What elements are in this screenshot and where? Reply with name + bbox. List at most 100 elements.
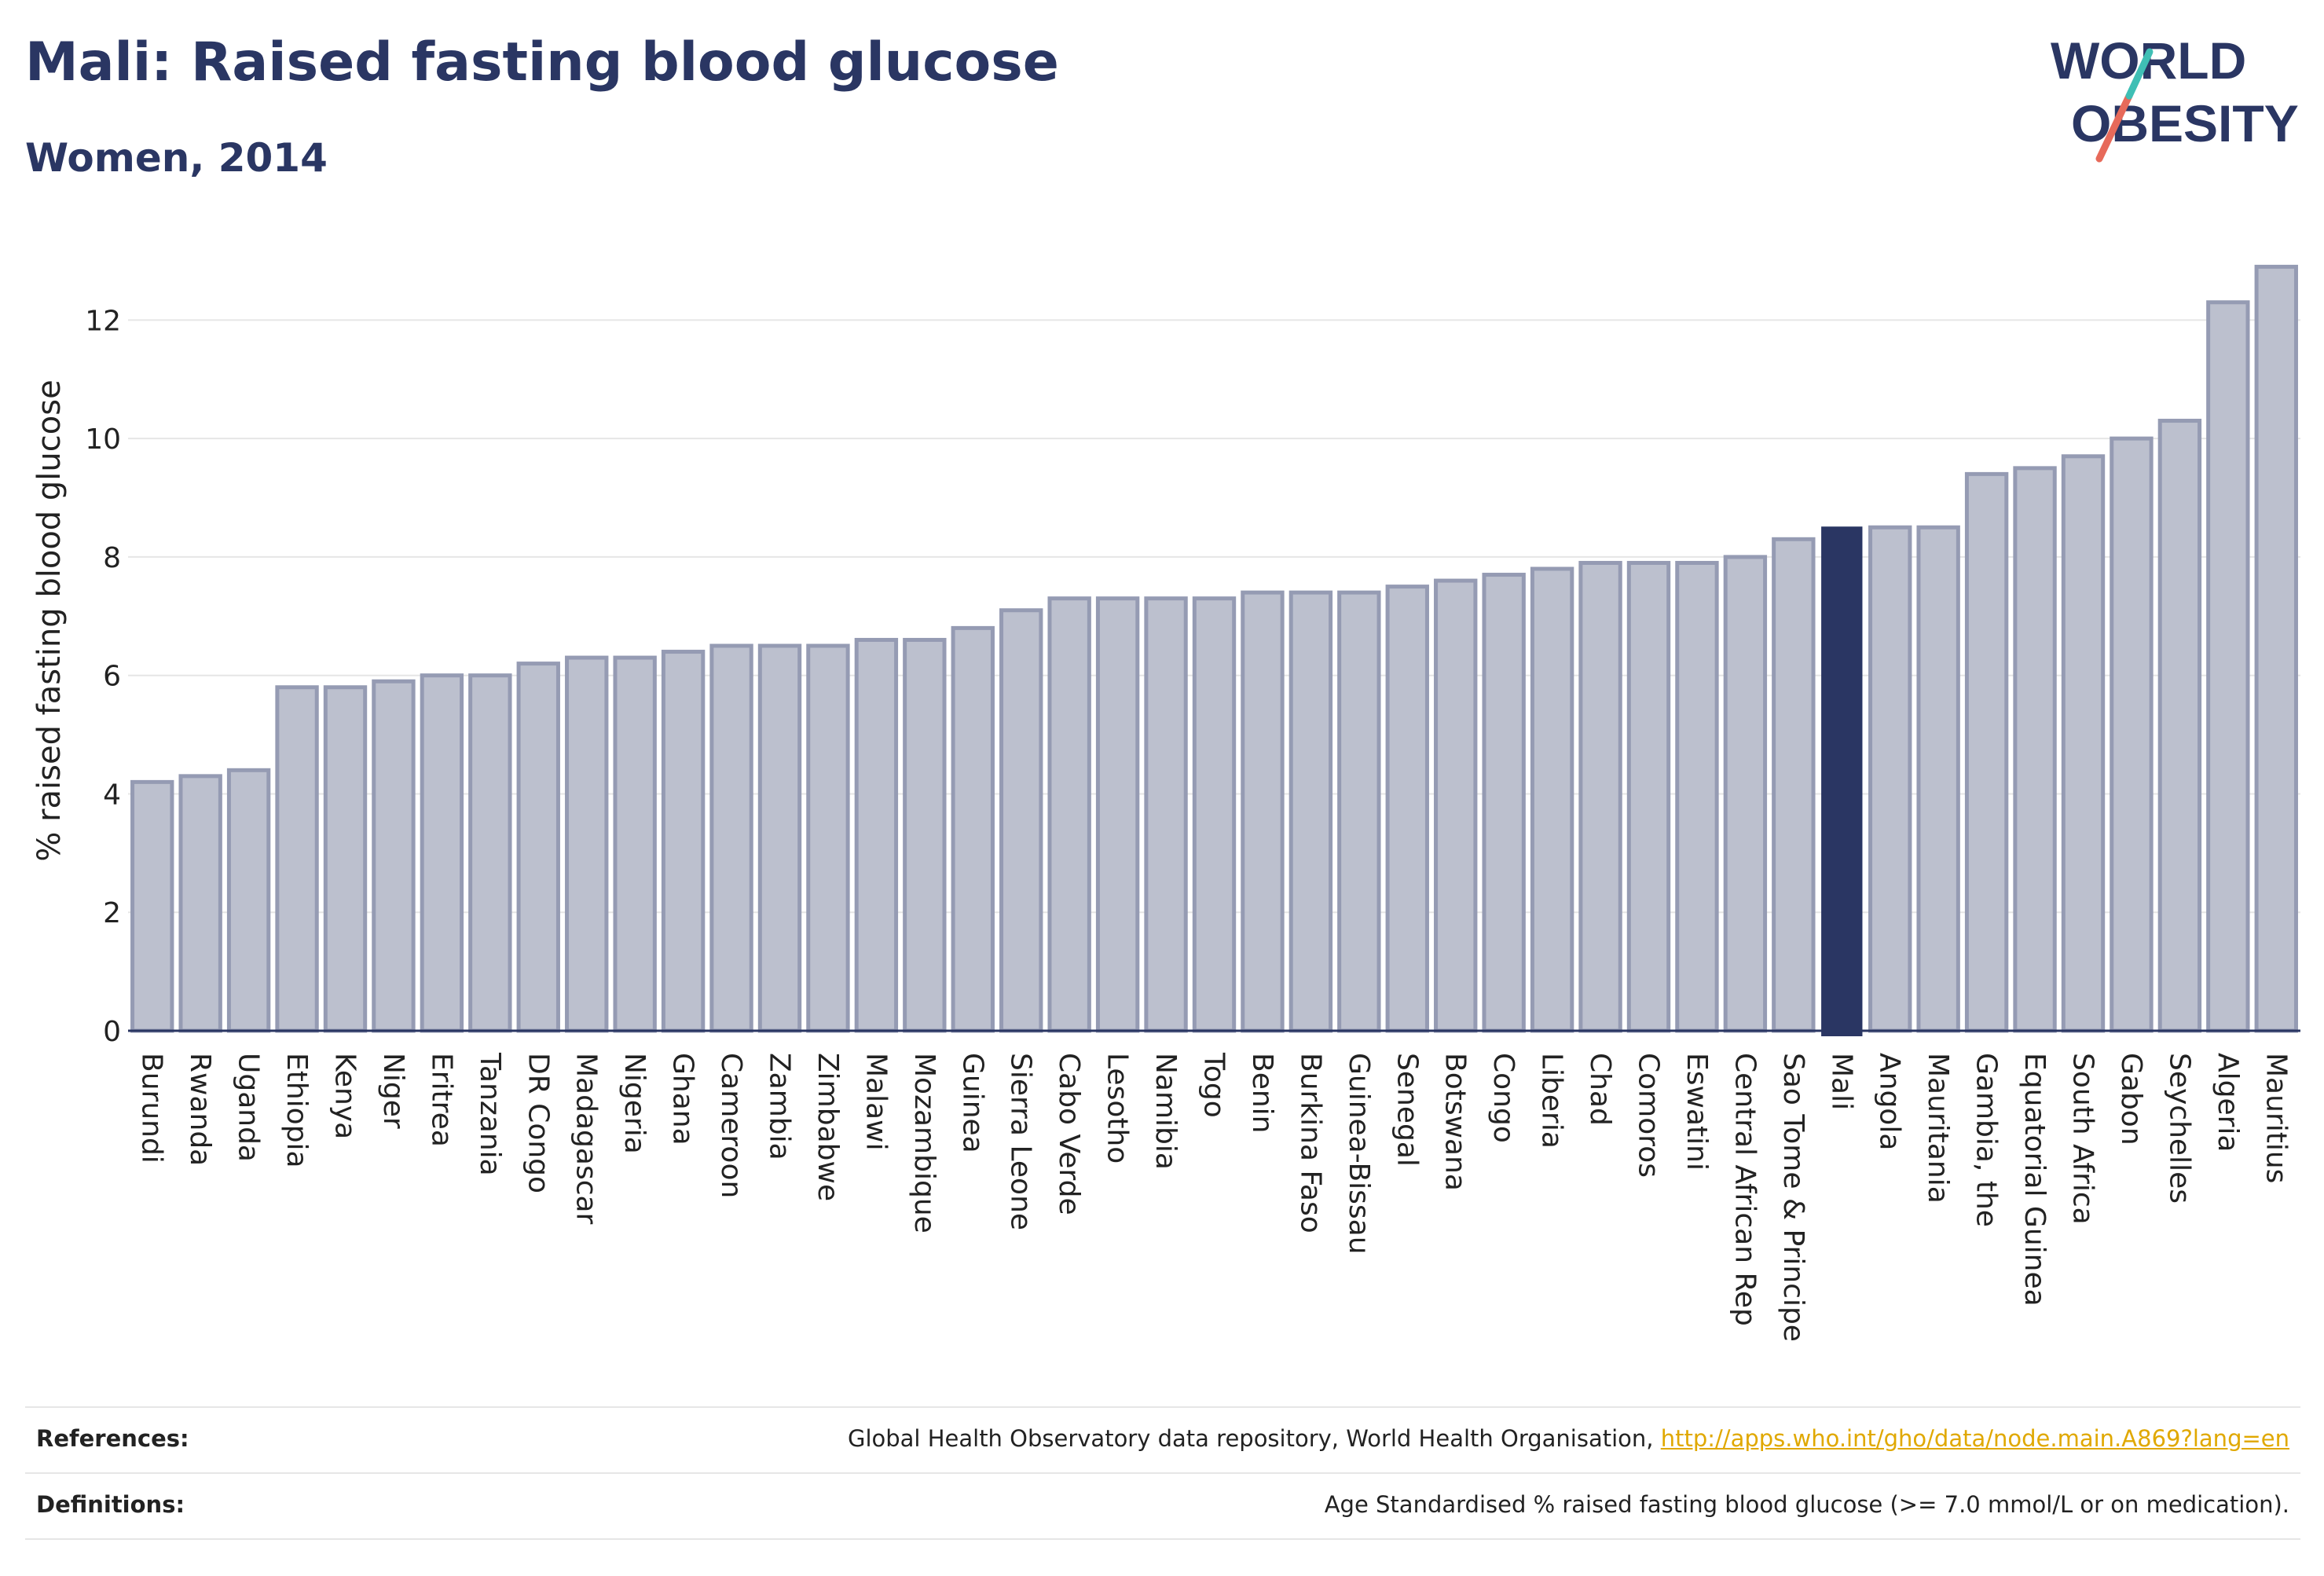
logo-slash-red: [2095, 92, 2133, 163]
references-row: References: Global Health Observatory da…: [25, 1406, 2300, 1472]
x-tick-label: Guinea-Bissau: [1343, 1053, 1375, 1255]
bar-sao-tome-principe: [1772, 537, 1816, 1033]
chart-subtitle: Women, 2014: [25, 135, 328, 181]
x-tick-label: DR Congo: [522, 1053, 554, 1193]
x-tick-label: Mali: [1825, 1053, 1857, 1110]
bar-eritrea: [420, 673, 464, 1033]
bar-mali: [1821, 526, 1863, 1036]
bar-congo: [1482, 573, 1526, 1033]
y-tick-label: 10: [85, 423, 121, 456]
x-tick-label: Nigeria: [618, 1053, 651, 1154]
x-tick-label: Sierra Leone: [1005, 1053, 1037, 1230]
bar-tanzania: [468, 673, 512, 1033]
x-tick-label: Togo: [1198, 1052, 1230, 1118]
bar-angola: [1868, 525, 1912, 1033]
x-tick-label: Zambia: [764, 1053, 796, 1160]
bar-chart: 0 2 4 6 8 10 12 % raised fasting blood glucose B…: [31, 265, 2300, 1342]
bar-ghana: [661, 650, 706, 1033]
x-tick-label: Senegal: [1391, 1053, 1423, 1167]
bar-malawi: [854, 637, 899, 1033]
bar-cabo-verde: [1047, 596, 1091, 1033]
bar-south-africa: [2061, 454, 2106, 1033]
x-tick-label: Liberia: [1536, 1053, 1568, 1149]
x-tick-label: Comoros: [1633, 1053, 1665, 1178]
bar-chad: [1578, 560, 1622, 1033]
x-tick-label: Mozambique: [908, 1053, 940, 1233]
bar-burundi: [130, 779, 174, 1033]
bar-central-african-rep: [1723, 555, 1768, 1033]
bar-guinea-bissau: [1337, 590, 1381, 1033]
x-tick-label: Ghana: [667, 1053, 699, 1145]
x-tick-label: Congo: [1487, 1053, 1519, 1143]
x-tick-label: Seychelles: [2163, 1053, 2195, 1204]
y-tick-label: 12: [85, 305, 121, 337]
x-tick-label: Niger: [377, 1053, 409, 1129]
logo-slash-teal: [2125, 48, 2154, 100]
bar-cameroon: [709, 643, 753, 1033]
x-tick-label: Rwanda: [184, 1053, 216, 1166]
x-tick-label: Kenya: [329, 1053, 361, 1139]
y-axis-label: % raised fasting blood glucose: [31, 379, 68, 861]
bar-liberia: [1530, 566, 1574, 1033]
references-text: Global Health Observatory data repositor…: [847, 1425, 1661, 1452]
x-tick-label: Eritrea: [425, 1053, 457, 1147]
x-tick-label: Lesotho: [1102, 1053, 1134, 1164]
x-tick-label: Gabon: [2115, 1053, 2147, 1145]
x-tick-label: Cabo Verde: [1053, 1053, 1085, 1215]
y-tick-label: 6: [103, 661, 121, 693]
x-tick-label: Mauritania: [1922, 1053, 1954, 1204]
bar-lesotho: [1095, 596, 1140, 1033]
bar-senegal: [1385, 585, 1429, 1033]
bar-algeria: [2206, 300, 2250, 1033]
y-tick-label: 2: [103, 897, 121, 929]
y-tick-label: 8: [103, 542, 121, 574]
references-value: Global Health Observatory data repositor…: [848, 1425, 2289, 1452]
definitions-label: Definitions:: [36, 1491, 185, 1518]
bar-mozambique: [903, 637, 947, 1033]
bar-mauritania: [1916, 525, 1960, 1033]
bar-mauritius: [2254, 265, 2298, 1033]
x-tick-label: Eswatini: [1681, 1053, 1713, 1171]
definitions-row: Definitions: Age Standardised % raised f…: [25, 1472, 2300, 1540]
bar-equatorial-guinea: [2013, 466, 2057, 1033]
bar-niger: [372, 679, 416, 1033]
references-link[interactable]: http://apps.who.int/gho/data/node.main.A…: [1660, 1425, 2289, 1452]
x-tick-label: Madagascar: [570, 1053, 603, 1225]
bar-botswana: [1434, 578, 1478, 1033]
bar-eswatini: [1675, 560, 1719, 1033]
bar-dr-congo: [516, 662, 560, 1033]
x-tick-label: Central African Rep: [1728, 1053, 1761, 1326]
x-tick-label: Botswana: [1439, 1053, 1472, 1191]
bar-togo: [1192, 596, 1237, 1033]
x-tick-label: South Africa: [2067, 1053, 2099, 1225]
x-tick-label: Equatorial Guinea: [2018, 1053, 2051, 1307]
x-tick-label: Algeria: [2212, 1053, 2244, 1153]
x-tick-label: Ethiopia: [280, 1053, 313, 1168]
x-tick-label: Zimbabwe: [812, 1053, 844, 1201]
bar-uganda: [226, 768, 271, 1033]
x-tick-label: Burundi: [136, 1053, 168, 1164]
y-tick-label: 0: [103, 1016, 121, 1048]
x-tick-label: Benin: [1246, 1053, 1278, 1133]
x-tick-label: Tanzania: [474, 1052, 506, 1176]
x-tick-label: Angola: [1874, 1053, 1906, 1150]
x-tick-label: Chad: [1584, 1053, 1616, 1126]
definitions-value: Age Standardised % raised fasting blood …: [1324, 1491, 2289, 1518]
x-tick-label: Uganda: [233, 1053, 265, 1162]
bar-comoros: [1626, 560, 1671, 1033]
references-label: References:: [36, 1425, 189, 1452]
references-table: References: Global Health Observatory da…: [25, 1406, 2300, 1540]
bar-zimbabwe: [806, 643, 850, 1033]
bar-zambia: [757, 643, 802, 1033]
x-tick-label: Guinea: [956, 1053, 988, 1153]
bar-kenya: [323, 685, 368, 1033]
x-tick-label: Namibia: [1149, 1053, 1182, 1170]
x-tick-label: Burkina Faso: [1294, 1053, 1326, 1233]
bar-namibia: [1144, 596, 1188, 1033]
bar-guinea: [951, 625, 995, 1033]
chart-title: Mali: Raised fasting blood glucose: [25, 31, 1059, 93]
bar-gambia-the: [1964, 471, 2009, 1033]
bar-sierra-leone: [999, 608, 1043, 1033]
bar-seychelles: [2157, 419, 2202, 1033]
world-obesity-logo: WORLD OBESITY: [2051, 31, 2299, 163]
